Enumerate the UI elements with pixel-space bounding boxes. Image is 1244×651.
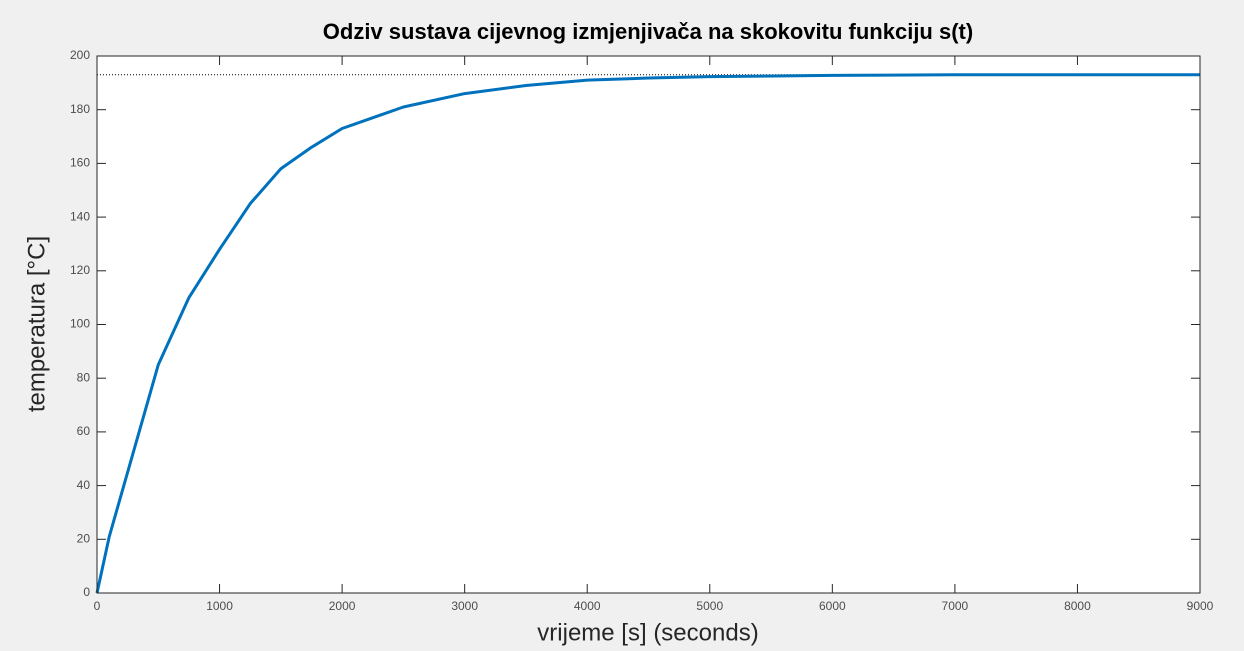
- y-tick-label: 0: [83, 585, 90, 599]
- axes-background: [97, 56, 1200, 593]
- x-axis-label: vrijeme [s] (seconds): [537, 619, 758, 646]
- x-tick-label: 1000: [206, 599, 233, 613]
- x-tick-label: 7000: [942, 599, 969, 613]
- x-tick-label: 6000: [819, 599, 846, 613]
- x-tick-label: 8000: [1064, 599, 1091, 613]
- y-tick-label: 60: [77, 424, 91, 438]
- x-tick-label: 4000: [574, 599, 601, 613]
- y-tick-label: 80: [77, 370, 91, 384]
- y-tick-label: 160: [70, 156, 90, 170]
- x-tick-label: 9000: [1187, 599, 1214, 613]
- y-axis-label: temperatura [°C]: [23, 236, 50, 412]
- chart-title: Odziv sustava cijevnog izmjenjivača na s…: [323, 19, 973, 44]
- y-tick-label: 20: [77, 531, 91, 545]
- x-tick-label: 5000: [696, 599, 723, 613]
- y-tick-label: 40: [77, 478, 91, 492]
- y-tick-label: 120: [70, 263, 90, 277]
- y-tick-label: 100: [70, 317, 90, 331]
- x-tick-label: 3000: [451, 599, 478, 613]
- x-tick-label: 0: [94, 599, 101, 613]
- y-tick-label: 180: [70, 102, 90, 116]
- axes-box: [96, 55, 1201, 594]
- data-line: [95, 73, 1200, 594]
- y-tick-label: 140: [70, 209, 90, 223]
- y-tick-label: 200: [70, 48, 90, 62]
- x-tick-label: 2000: [329, 599, 356, 613]
